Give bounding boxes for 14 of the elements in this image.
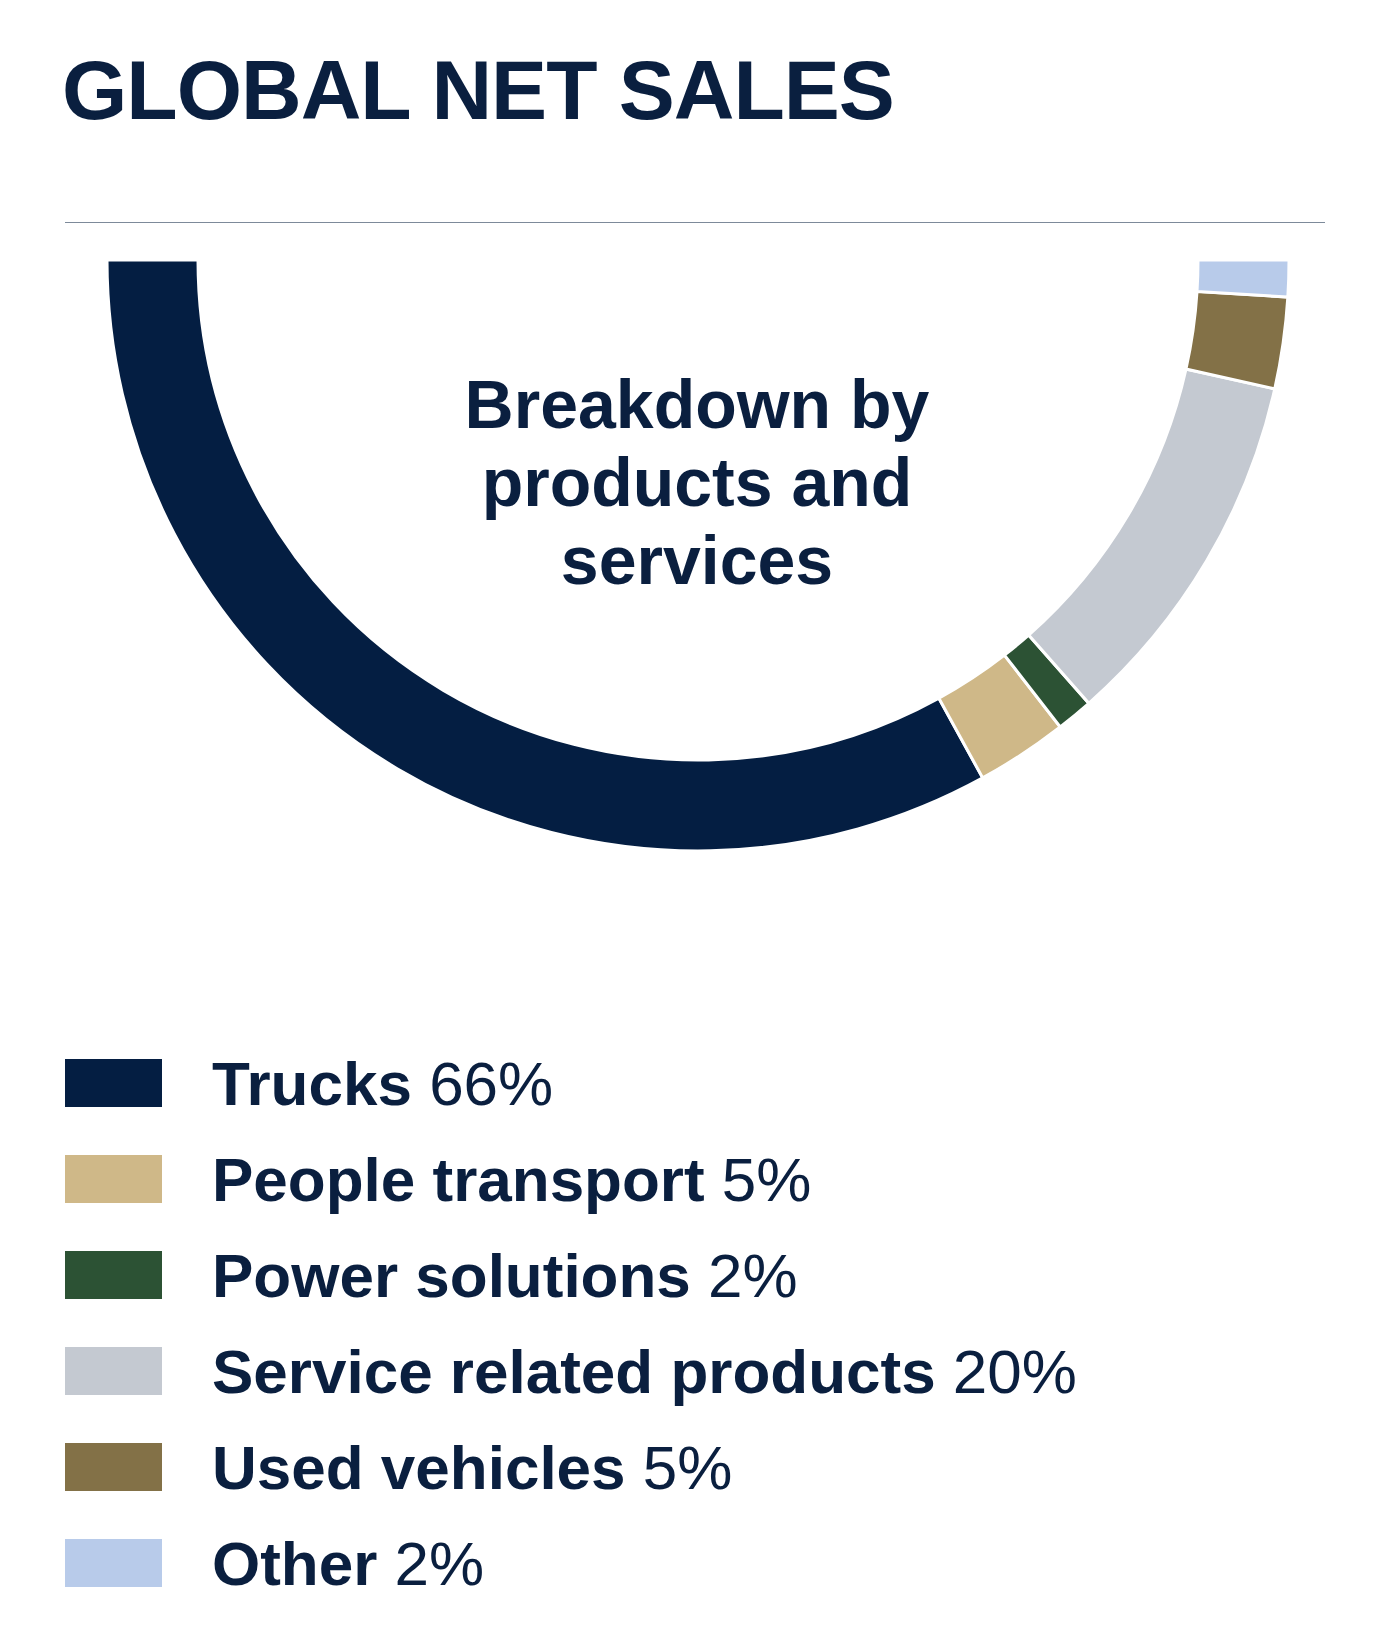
data-label: 66% [429, 1048, 554, 1118]
data-label: 20% [952, 1336, 1077, 1406]
legend-label: People transport [212, 1144, 705, 1214]
legend-label: Service related products [212, 1336, 936, 1406]
data-label: 2% [394, 1528, 485, 1598]
legend-label: Used vehicles [212, 1432, 626, 1502]
legend-label: Other [212, 1528, 378, 1598]
legend-label: Power solutions [212, 1240, 691, 1310]
data-label: 5% [642, 1432, 733, 1502]
data-label: 2% [708, 1240, 798, 1310]
legend-label: Trucks [212, 1048, 412, 1118]
chart-title: GLOBAL NET SALES [62, 42, 894, 139]
text: Breakdown by products and services [463, 365, 931, 599]
data-label: 5% [721, 1144, 812, 1214]
